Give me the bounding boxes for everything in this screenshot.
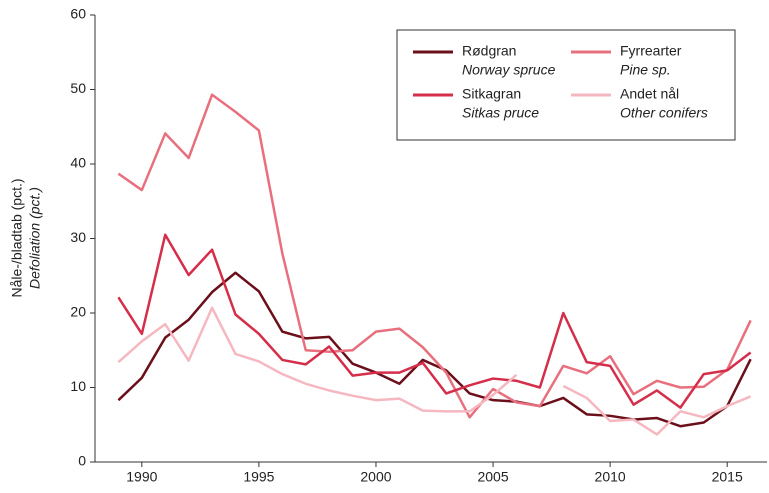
- x-tick-label: 2000: [360, 469, 391, 485]
- x-tick-label: 1990: [126, 469, 157, 485]
- y-axis-label: Nåle-/bladtab (pct.): [9, 178, 25, 297]
- x-tick-label: 2015: [712, 469, 743, 485]
- legend-sublabel: Pine sp.: [620, 62, 671, 78]
- y-tick-label: 10: [70, 378, 86, 394]
- y-axis-label-en: Defoliation (pct.): [27, 187, 43, 289]
- x-tick-label: 2010: [595, 469, 626, 485]
- x-tick-label: 2005: [477, 469, 508, 485]
- y-tick-label: 20: [70, 304, 86, 320]
- legend-label: Rødgran: [462, 43, 516, 59]
- series-line: [117, 233, 752, 409]
- x-tick-label: 1995: [243, 469, 274, 485]
- y-tick-label: 0: [78, 453, 86, 469]
- legend-label: Andet nål: [620, 86, 679, 102]
- y-tick-label: 50: [70, 80, 86, 96]
- y-tick-label: 60: [70, 6, 86, 22]
- y-tick-label: 40: [70, 155, 86, 171]
- series-line: [117, 93, 752, 419]
- legend-sublabel: Sitkas pruce: [462, 105, 539, 121]
- legend-label: Sitkagran: [462, 86, 521, 102]
- series-line: [117, 271, 752, 428]
- legend-sublabel: Norway spruce: [462, 62, 556, 78]
- series-line: [117, 306, 752, 436]
- y-tick-label: 30: [70, 229, 86, 245]
- legend-box: [396, 29, 736, 141]
- legend-sublabel: Other conifers: [620, 105, 708, 121]
- legend-label: Fyrrearter: [620, 43, 682, 59]
